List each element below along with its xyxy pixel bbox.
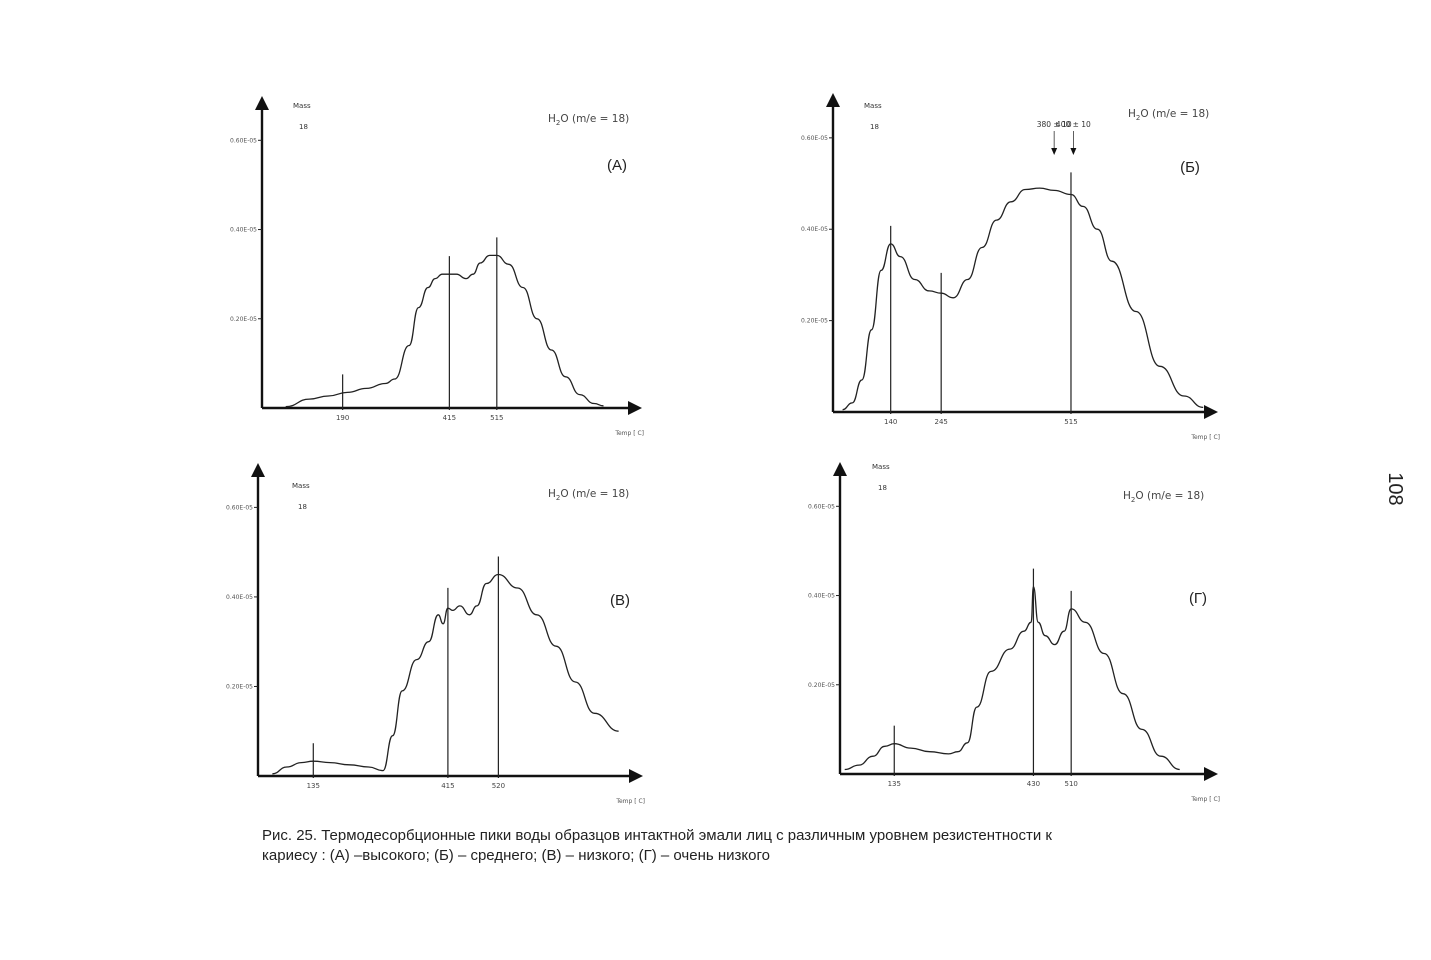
x-axis-arrow — [629, 769, 643, 783]
chart-panel-4: 0.60E-05 0.40E-05 0.20E-05 Mass 18 H2O (m/e =… — [808, 462, 1220, 803]
x-tick-label: 515 — [490, 414, 503, 422]
annotation-label: 400 ± 10 — [1056, 120, 1091, 129]
panel-label: (Б) — [1180, 159, 1200, 176]
mass-value: 18 — [298, 503, 307, 511]
y-tick-label: 0.20E-05 — [230, 316, 257, 323]
y-tick-label: 0.60E-05 — [230, 137, 257, 144]
y-tick-label: 0.20E-05 — [801, 318, 828, 325]
y-tick-label: 0.40E-05 — [808, 593, 835, 600]
mass-label: Mass — [292, 482, 310, 490]
annotation-arrowhead — [1051, 148, 1058, 155]
chart-panel-1: 0.60E-05 0.40E-05 0.20E-05 Mass 18 H2O (m/e =… — [230, 96, 644, 437]
annotation-arrowhead — [1070, 148, 1077, 155]
x-tick-label: 515 — [1064, 418, 1077, 426]
y-tick-label: 0.60E-05 — [808, 503, 835, 510]
species-label: H2O (m/e = 18) — [548, 113, 629, 127]
panel-label: (В) — [610, 592, 630, 609]
x-tick-label: 135 — [307, 782, 320, 790]
x-axis-label: Temp [ C] — [615, 798, 645, 805]
mass-label: Mass — [864, 102, 882, 110]
figure-caption: Рис. 25. Термодесорбционные пики воды об… — [262, 826, 1242, 866]
mass-value: 18 — [870, 123, 879, 131]
species-label: H2O (m/e = 18) — [1128, 108, 1209, 122]
x-tick-label: 415 — [443, 414, 456, 422]
panel-label: (Г) — [1189, 590, 1207, 607]
x-tick-label: 135 — [888, 780, 901, 788]
panel-label: (А) — [607, 157, 627, 174]
mass-value: 18 — [299, 123, 308, 131]
mass-label: Mass — [293, 102, 311, 110]
x-tick-label: 520 — [492, 782, 505, 790]
chart-panel-2: 0.60E-05 0.40E-05 0.20E-05 Mass 18 H2O (m/e =… — [801, 93, 1220, 441]
x-tick-label: 190 — [336, 414, 349, 422]
x-tick-label: 415 — [441, 782, 454, 790]
y-tick-label: 0.20E-05 — [808, 682, 835, 689]
y-tick-label: 0.20E-05 — [226, 683, 253, 690]
series-line — [842, 187, 1204, 411]
species-label: H2O (m/e = 18) — [548, 488, 629, 502]
y-tick-label: 0.40E-05 — [226, 594, 253, 601]
x-axis-arrow — [1204, 767, 1218, 781]
x-axis-arrow — [628, 401, 642, 415]
y-axis-arrow — [826, 93, 840, 107]
x-axis-label: Temp [ C] — [1190, 796, 1220, 803]
y-tick-label: 0.40E-05 — [801, 226, 828, 233]
page-number: 108 — [1384, 472, 1406, 506]
y-axis-arrow — [255, 96, 269, 110]
y-tick-label: 0.40E-05 — [230, 227, 257, 234]
y-tick-label: 0.60E-05 — [226, 504, 253, 511]
caption-line-1: Рис. 25. Термодесорбционные пики воды об… — [262, 827, 1052, 844]
x-tick-label: 430 — [1027, 780, 1040, 788]
x-axis-label: Temp [ C] — [614, 430, 644, 437]
x-tick-label: 510 — [1064, 780, 1077, 788]
annotation-label: 380 ± 10 — [1037, 120, 1072, 129]
x-tick-label: 245 — [934, 418, 947, 426]
series-line — [285, 254, 604, 408]
series-line — [844, 585, 1180, 771]
y-axis-arrow — [251, 463, 265, 477]
y-tick-label: 0.60E-05 — [801, 135, 828, 142]
mass-value: 18 — [878, 484, 887, 492]
chart-panel-3: 0.60E-05 0.40E-05 0.20E-05 Mass 18 H2O (m/e =… — [226, 463, 645, 805]
mass-label: Mass — [872, 463, 890, 471]
caption-line-2: кариесу : (А) –высокого; (Б) – среднего;… — [262, 847, 770, 864]
y-axis-arrow — [833, 462, 847, 476]
x-tick-label: 140 — [884, 418, 897, 426]
x-axis-label: Temp [ C] — [1190, 434, 1220, 441]
x-axis-arrow — [1204, 405, 1218, 419]
series-line — [272, 573, 619, 775]
species-label: H2O (m/e = 18) — [1123, 490, 1204, 504]
